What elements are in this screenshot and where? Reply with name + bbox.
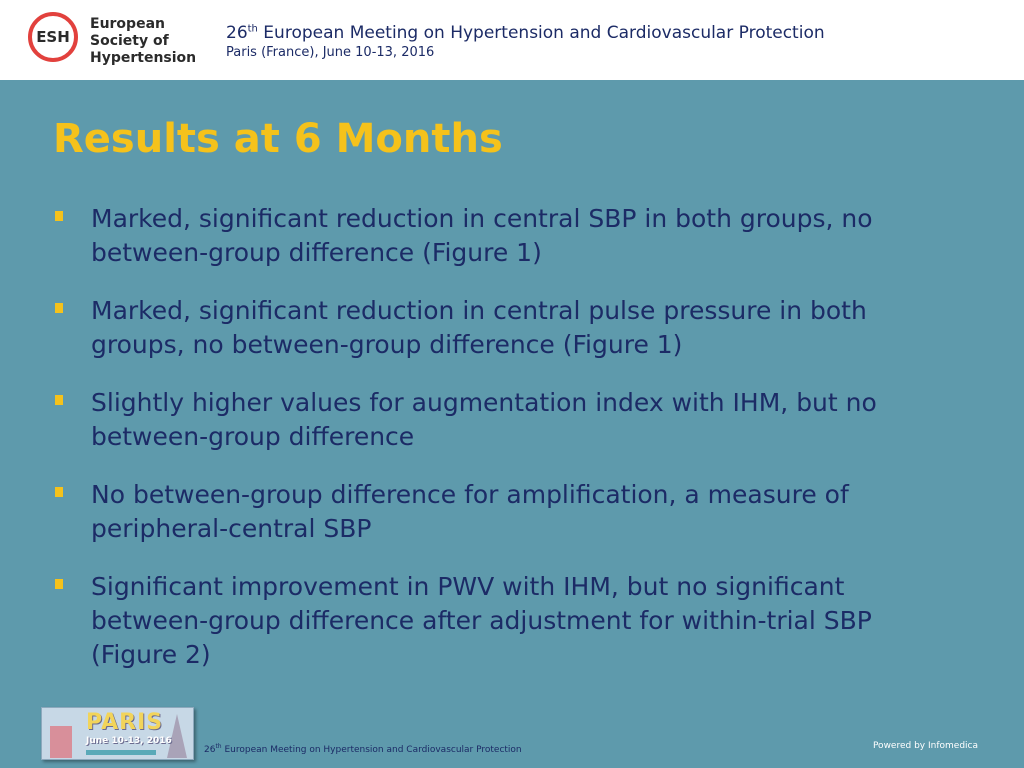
meeting-subtitle: Paris (France), June 10-13, 2016 <box>226 45 435 60</box>
thumbnail-word: PARIS <box>86 710 164 735</box>
slide-title: Results at 6 Months <box>53 116 503 162</box>
thumbnail-date: June 10-13, 2016 <box>86 736 172 746</box>
paris-event-thumbnail: PARIS June 10-13, 2016 <box>41 707 194 760</box>
meeting-number-suffix: th <box>247 23 258 35</box>
logo-line-1: European <box>90 16 165 32</box>
bullet-square-icon <box>55 303 63 313</box>
esh-logo-abbr: ESH <box>36 28 70 46</box>
powered-by-credit: Powered by Infomedica <box>872 741 978 751</box>
bullet-square-icon <box>55 579 63 589</box>
bullet-square-icon <box>55 211 63 221</box>
bullet-item: Slightly higher values for augmentation … <box>55 386 955 454</box>
footer-meeting-title: 26th European Meeting on Hypertension an… <box>204 743 522 755</box>
bullet-text: Significant improvement in PWV with IHM,… <box>91 572 872 669</box>
bullet-item: Significant improvement in PWV with IHM,… <box>55 570 955 672</box>
meeting-title: 26th European Meeting on Hypertension an… <box>226 23 825 43</box>
footer-meeting-number-suffix: th <box>215 743 222 750</box>
bullet-item: Marked, significant reduction in central… <box>55 202 955 270</box>
bullet-text: No between-group difference for amplific… <box>91 480 849 543</box>
esh-logo-wordmark: European Society of Hypertension <box>90 16 200 67</box>
footer-meeting-number: 26 <box>204 745 216 755</box>
meeting-title-text: European Meeting on Hypertension and Car… <box>257 23 825 43</box>
logo-line-3: Hypertension <box>90 50 197 66</box>
bullet-square-icon <box>55 487 63 497</box>
bullet-item: No between-group difference for amplific… <box>55 478 955 546</box>
esh-logo: ESH European Society of Hypertension <box>28 12 198 70</box>
bullet-item: Marked, significant reduction in central… <box>55 294 955 362</box>
meeting-number: 26 <box>226 23 248 43</box>
eiffel-tower-icon <box>167 714 187 758</box>
bullet-text: Marked, significant reduction in central… <box>91 204 873 267</box>
footer-meeting-title-text: European Meeting on Hypertension and Car… <box>221 745 522 755</box>
bullet-square-icon <box>55 395 63 405</box>
header-band: ESH European Society of Hypertension 26t… <box>0 0 1024 80</box>
logo-line-2: Society of <box>90 33 169 49</box>
bullet-text: Marked, significant reduction in central… <box>91 296 867 359</box>
bullet-text: Slightly higher values for augmentation … <box>91 388 877 451</box>
thumbnail-stripe <box>86 750 156 755</box>
bullet-list: Marked, significant reduction in central… <box>55 202 955 696</box>
esh-logo-ring-icon: ESH <box>28 12 78 62</box>
building-icon <box>50 726 72 758</box>
